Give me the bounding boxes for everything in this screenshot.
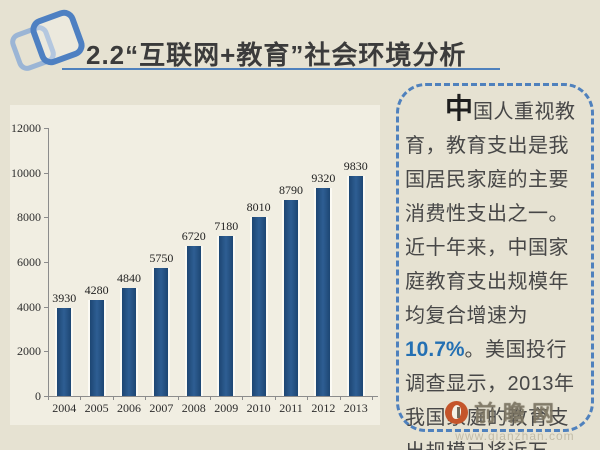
bar-value-label: 9830	[343, 159, 368, 174]
y-tick-label: 0	[35, 389, 41, 403]
qianzhan-logo-icon	[445, 400, 468, 424]
y-tick-label: 6000	[17, 255, 41, 269]
bar	[282, 199, 300, 396]
bar-value-label: 4280	[84, 283, 109, 298]
x-tick	[48, 396, 49, 400]
x-tick	[210, 396, 211, 400]
y-tick-label: 8000	[17, 210, 41, 225]
bar	[217, 235, 236, 396]
bar	[346, 176, 365, 396]
bar-value-label: 4840	[117, 270, 141, 285]
y-tick	[44, 306, 48, 308]
annotation-box: 中国人重视教育，教育支出是我国居民家庭的主要消费性支出之一。近十年来，中国家庭教…	[396, 83, 594, 450]
y-tick	[44, 217, 48, 219]
lead-character: 中	[445, 93, 474, 124]
bar-value-label: 5750	[149, 250, 174, 265]
x-tick-label: 2004	[52, 401, 77, 415]
bar-value-label: 3930	[52, 291, 77, 306]
y-tick	[44, 351, 48, 353]
watermark-brand: 前瞻网	[474, 401, 562, 426]
title-underline	[62, 68, 500, 70]
x-tick-label: 2005	[84, 401, 109, 415]
bar	[314, 187, 333, 396]
y-axis	[48, 128, 49, 396]
watermark-url: www.qianzhan.com	[455, 429, 575, 443]
y-tick	[44, 172, 48, 174]
bar	[87, 300, 106, 396]
growth-rate-highlight: 10.7%	[405, 338, 465, 361]
bar	[249, 217, 268, 396]
x-tick-label: 2008	[181, 401, 206, 415]
x-tick	[307, 396, 309, 400]
x-tick	[339, 396, 341, 400]
y-tick	[44, 262, 48, 263]
bar-value-label: 8010	[246, 200, 271, 215]
x-tick	[177, 396, 179, 400]
y-tick	[44, 396, 48, 397]
x-tick-label: 2009	[214, 401, 239, 415]
x-tick	[112, 396, 114, 400]
page-title: 2.2“互联网+教育”社会环境分析	[86, 40, 467, 70]
x-tick	[274, 396, 276, 400]
qianzhan-watermark: 前瞻网 www.qianzhan.com	[445, 396, 595, 443]
bar-value-label: 9320	[311, 170, 336, 185]
y-tick-label: 10000	[11, 165, 41, 180]
x-axis	[48, 396, 378, 397]
x-tick-label: 2011	[279, 401, 303, 415]
x-tick	[372, 396, 373, 400]
bar	[55, 308, 74, 396]
y-tick-label: 4000	[17, 299, 41, 314]
y-tick	[44, 128, 48, 129]
bar-value-label: 6720	[181, 228, 206, 243]
bar-value-label: 8790	[279, 182, 303, 197]
annotation-text: 中国人重视教育，教育支出是我国居民家庭的主要消费性支出之一。近十年来，中国家庭教…	[405, 92, 586, 450]
x-tick	[242, 396, 244, 400]
annotation-text-part1: 国人重视教育，教育支出是我国居民家庭的主要消费性支出之一。近十年来，中国家庭教育…	[405, 101, 576, 327]
x-tick-label: 2006	[117, 401, 141, 415]
bar	[152, 267, 171, 396]
y-tick-label: 2000	[17, 344, 41, 359]
y-tick-label: 12000	[11, 121, 41, 135]
x-tick	[80, 396, 82, 400]
x-tick-label: 2007	[149, 401, 174, 415]
bar-chart: 0 2000 4000 6000 8000 10000 12000 3930 2004 4280 2…	[10, 105, 380, 425]
bar	[184, 245, 203, 396]
x-tick-label: 2012	[311, 401, 336, 415]
bar-value-label: 7180	[214, 218, 239, 233]
x-tick-label: 2010	[246, 401, 271, 415]
brand-logo-icon	[7, 4, 90, 84]
x-tick-label: 2013	[343, 401, 368, 415]
watermark-row: 前瞻网	[445, 396, 595, 428]
x-tick	[145, 396, 147, 400]
bar	[120, 287, 138, 396]
